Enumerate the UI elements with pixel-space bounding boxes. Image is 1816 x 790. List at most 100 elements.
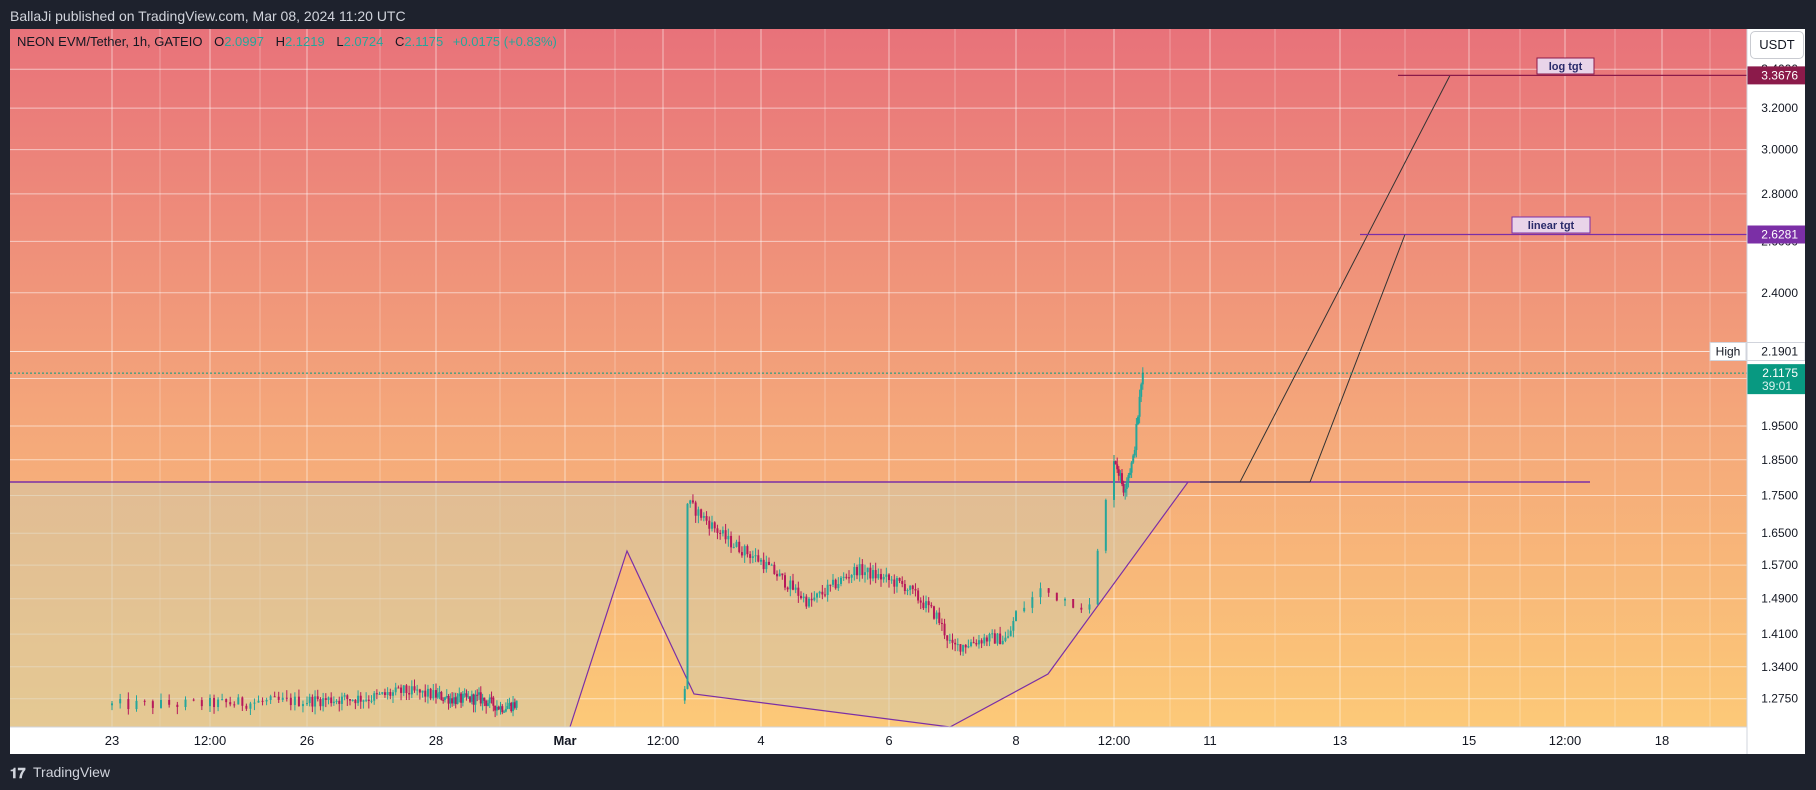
candle-body-165	[778, 573, 781, 577]
candle-body-15	[221, 699, 224, 701]
high-label-bg	[1709, 342, 1747, 362]
candle-body-77	[416, 689, 419, 691]
candle-body-79	[421, 690, 424, 693]
candle-body-117	[494, 705, 497, 711]
candle-body-98	[460, 693, 463, 703]
candle-body-36	[306, 703, 308, 705]
open-value: 2.0997	[224, 34, 264, 49]
candle-body-283	[1140, 384, 1143, 397]
candle-body-108	[478, 692, 480, 695]
candle-body-137	[702, 516, 705, 518]
candle-body-42	[322, 698, 325, 707]
candle-body-242	[983, 637, 986, 644]
low-label: L	[336, 34, 344, 49]
candle-body-131	[686, 503, 689, 689]
candle-body-203	[880, 574, 882, 580]
candle-body-96	[456, 696, 459, 705]
y-tick-label-2: 3.0000	[1761, 143, 1798, 157]
tradingview-brand[interactable]: TradingView	[33, 764, 111, 780]
candle-body-177	[810, 598, 813, 601]
candle-body-263	[1088, 604, 1091, 610]
candle-body-30	[281, 697, 284, 700]
candle-body-88	[442, 699, 445, 701]
candle-body-167	[784, 575, 786, 588]
high-label: High	[1716, 345, 1741, 359]
footer: ⁠𝟏𝟕 TradingView	[0, 757, 1816, 790]
publication-header: BallaJi published on TradingView.com, Ma…	[0, 0, 1816, 30]
candle-body-119	[497, 706, 500, 710]
candle-body-75	[410, 686, 413, 695]
candle-body-237	[970, 642, 973, 647]
candle-body-210	[898, 577, 901, 581]
candle-body-20	[241, 697, 244, 706]
candle-body-47	[335, 700, 338, 702]
x-tick-label-10: 11	[1203, 733, 1217, 748]
candle-body-127	[512, 702, 515, 712]
candle-body-63	[378, 693, 381, 695]
linear-tgt-label-box	[1511, 216, 1591, 234]
candle-body-251	[1007, 636, 1010, 638]
candle-body-233	[959, 644, 962, 652]
candle-body-280	[1135, 423, 1138, 451]
candle-body-37	[308, 696, 311, 704]
candle-body-162	[770, 564, 773, 566]
candle-body-209	[895, 577, 898, 587]
candle-body-223	[932, 606, 935, 619]
candle-body-164	[776, 573, 778, 577]
candle-body-190	[845, 576, 848, 578]
tradingview-logo-icon[interactable]: ⁠𝟏𝟕	[10, 765, 26, 781]
candle-body-215	[911, 585, 914, 590]
candle-body-150	[738, 541, 741, 553]
candle-body-38	[311, 696, 314, 707]
candle-body-249	[1001, 640, 1004, 645]
candle-body-243	[985, 637, 988, 642]
candle-body-141	[713, 522, 716, 529]
candle-body-55	[357, 695, 360, 704]
currency-unit-button[interactable]: USDT	[1750, 31, 1804, 59]
candle-body-276	[1129, 472, 1131, 476]
candle-body-112	[485, 700, 488, 706]
candle-body-197	[864, 572, 866, 576]
candle-body-184	[829, 584, 832, 586]
candle-body-103	[469, 696, 472, 702]
candle-body-232	[956, 644, 959, 646]
candle-body-191	[848, 577, 850, 579]
x-tick-label-8: 8	[1012, 733, 1019, 748]
candle-body-109	[479, 692, 482, 704]
candle-body-104	[470, 694, 473, 702]
candle-body-74	[408, 693, 411, 695]
x-tick-label-12: 15	[1462, 733, 1476, 748]
candle-body-29	[277, 696, 280, 700]
candle-body-139	[708, 520, 711, 529]
candle-body-89	[443, 697, 446, 701]
candle-body-199	[869, 567, 872, 579]
candle-body-186	[834, 579, 837, 589]
projection-linear-leg	[1309, 234, 1406, 483]
candle-body-60	[370, 700, 373, 702]
candle-body-90	[445, 696, 448, 698]
y-tick-label-9: 1.7500	[1761, 488, 1798, 502]
candle-body-140	[711, 522, 713, 529]
candle-body-192	[850, 575, 853, 578]
candle-body-247	[996, 633, 999, 644]
candle-body-102	[467, 696, 470, 698]
y-tick-label-13: 1.4100	[1761, 627, 1798, 641]
candle-body-152	[743, 546, 746, 556]
close-label: C	[394, 34, 405, 49]
candle-body-245	[991, 633, 994, 635]
candle-body-136	[700, 509, 703, 518]
projection-log-leg-1	[1239, 75, 1451, 483]
linear-tgt-label: linear tgt	[1528, 220, 1575, 232]
candle-body-208	[893, 579, 896, 587]
candle-body-221	[927, 601, 930, 606]
candle-body-128	[513, 702, 516, 708]
candle-body-265	[1104, 499, 1107, 551]
candle-body-224	[935, 612, 938, 619]
candle-body-111	[483, 697, 486, 701]
candle-body-107	[476, 694, 479, 696]
candle-body-3	[135, 700, 138, 710]
candle-body-181	[821, 591, 824, 595]
candle-body-116	[492, 697, 495, 706]
